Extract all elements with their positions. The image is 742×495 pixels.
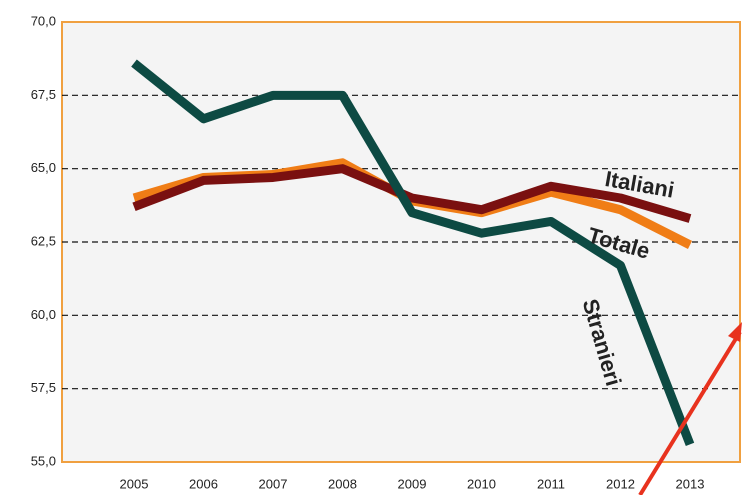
arrow-head xyxy=(728,322,742,342)
x-tick-label: 2011 xyxy=(537,476,565,491)
x-tick-label: 2013 xyxy=(676,476,705,491)
y-tick-label: 55,0 xyxy=(31,453,56,468)
y-tick-label: 65,0 xyxy=(31,160,56,175)
x-tick-label: 2007 xyxy=(259,476,288,491)
x-tick-label: 2006 xyxy=(189,476,218,491)
series-line xyxy=(131,59,695,447)
lines xyxy=(131,59,695,447)
x-tick-label: 2009 xyxy=(398,476,427,491)
y-tick-label: 70,0 xyxy=(31,13,56,28)
x-tick-label: 2005 xyxy=(120,476,149,491)
x-tick-label: 2008 xyxy=(328,476,357,491)
arrow-shaft xyxy=(638,330,742,495)
y-tick-label: 60,0 xyxy=(31,307,56,322)
x-tick-label: 2012 xyxy=(606,476,635,491)
series-line xyxy=(132,164,692,223)
x-tick-label: 2010 xyxy=(467,476,496,491)
y-tick-label: 57,5 xyxy=(31,380,56,395)
y-tick-label: 62,5 xyxy=(31,233,56,248)
y-tick-label: 67,5 xyxy=(31,87,56,102)
